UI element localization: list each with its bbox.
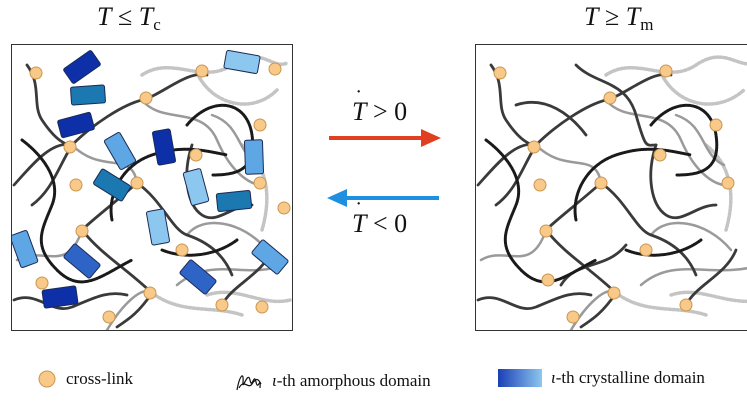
- legend-amorphous-label: -th amorphous domain: [276, 371, 431, 390]
- cooling-arrow-left: [327, 189, 439, 207]
- legend-crosslink-label: cross-link: [66, 369, 134, 388]
- legend-crystalline-label: -th crystalline domain: [555, 368, 705, 387]
- crystalline-gradient-swatch-icon: [498, 369, 542, 387]
- heating-rate-label: ˙ T > 0: [352, 85, 408, 126]
- legend-amorphous-index: ι: [272, 371, 277, 390]
- amorphous-coil-icon: [236, 375, 262, 391]
- cross-links: [493, 64, 735, 324]
- panel-title-high-temperature: T ≥ Tm: [584, 2, 654, 34]
- legend-amorphous-domain: ι-th amorphous domain: [234, 368, 431, 394]
- legend-crystalline-domain: ι-th crystalline domain: [497, 368, 705, 388]
- heating-arrow-right: [329, 129, 441, 147]
- amorphous-network-panel: [475, 44, 747, 331]
- legend-crosslink: cross-link: [36, 368, 133, 390]
- semicrystalline-network-illustration: [12, 50, 292, 330]
- amorphous-network-illustration: [476, 55, 747, 330]
- crystalline-domains: [12, 50, 289, 309]
- crosslink-dot-icon: [38, 370, 56, 388]
- semicrystalline-network-panel: [11, 44, 293, 331]
- legend-crystalline-index: ι: [551, 368, 556, 387]
- cross-links: [29, 62, 291, 324]
- cooling-rate-label: ˙ T < 0: [352, 197, 408, 238]
- panel-title-low-temperature: T ≤ Tc: [97, 2, 161, 34]
